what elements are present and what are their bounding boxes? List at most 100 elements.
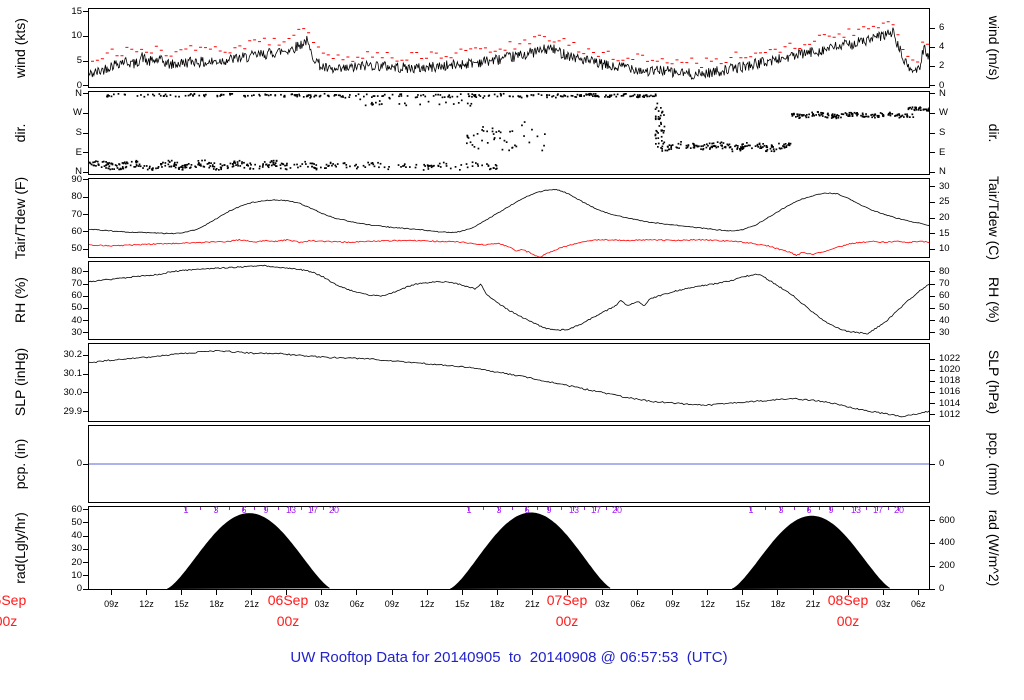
x-tick-label: 12z (419, 599, 435, 609)
x-tick-mark (251, 590, 253, 595)
tick-mark (83, 85, 88, 87)
rad-hour-tick (312, 507, 313, 511)
tick-mark (930, 171, 935, 173)
rad-hour-tick (855, 507, 856, 511)
tick-label: 0 (939, 79, 945, 91)
tick-label: S (939, 127, 946, 138)
tick-label: N (75, 87, 82, 99)
rad-hour-tick-minor (866, 507, 867, 510)
rad-hour-tick (780, 507, 781, 511)
slp-hpa-axis-title: SLP (hPa) (986, 349, 1002, 415)
rad-hour-tick-minor (322, 507, 324, 510)
tick-label: 50 (71, 302, 82, 314)
tick-label: N (939, 87, 946, 99)
tick-mark (930, 565, 935, 567)
tick-mark (930, 112, 935, 114)
rad-hour-mark-label: 6 (236, 505, 252, 515)
tick-label: 200 (939, 560, 955, 572)
tick-mark (83, 179, 88, 181)
tick-mark (930, 152, 935, 154)
tick-mark (83, 562, 88, 564)
tick-label: 0 (76, 458, 82, 469)
x-tick-label: 06z (911, 599, 926, 609)
panel-pcp (88, 425, 931, 503)
rad-hour-tick-minor (887, 507, 889, 510)
x-tick-label: 15z (735, 599, 751, 609)
tick-label: 70 (71, 208, 82, 220)
tick-mark (930, 283, 935, 285)
date-label-08sep: 08Sep (827, 592, 869, 608)
rad-bell-day2 (450, 512, 611, 590)
panel-slp (88, 343, 932, 422)
tick-mark (930, 248, 935, 250)
tick-mark (930, 369, 935, 371)
x-tick-mark (461, 590, 463, 595)
tick-mark (83, 295, 88, 297)
rad-hour-tick (830, 507, 831, 511)
rad-hour-tick-minor (301, 507, 302, 510)
x-tick-label: 09z (104, 599, 119, 609)
x-tick-mark (637, 590, 639, 595)
tick-mark (930, 520, 935, 522)
tick-mark (930, 85, 935, 87)
tick-mark (83, 214, 88, 216)
tair-c-axis-title: Tair/Tdew (C) (986, 175, 1002, 261)
tick-mark (83, 320, 88, 322)
tick-mark (83, 35, 88, 37)
tick-mark (930, 186, 935, 188)
tick-mark (83, 11, 88, 13)
x-tick-label: 21z (244, 599, 259, 609)
rad-hour-mark-label: 17 (588, 505, 604, 515)
tick-mark (83, 392, 88, 394)
tick-mark (83, 271, 88, 273)
tick-label: 30.1 (63, 368, 83, 380)
tick-mark (930, 271, 935, 273)
tair-f--trace (88, 188, 932, 235)
tick-label: 80 (71, 265, 82, 277)
wind-ms-axis-title: wind (m/s) (986, 15, 1002, 81)
tick-label: 30 (939, 326, 950, 338)
dir-left-axis-title: dir. (12, 123, 28, 143)
rad-hour-tick (808, 507, 809, 511)
x-tick-label: 21z (805, 599, 821, 609)
tick-label: 20 (939, 212, 950, 223)
tick-mark (930, 588, 935, 590)
tick-mark (930, 542, 935, 544)
rad-hour-mark-label: 17 (870, 505, 886, 515)
rad-hour-tick-minor (584, 507, 585, 510)
x-tick-mark (286, 590, 288, 595)
x-tick-label: 15z (454, 599, 470, 609)
rad-hour-tick-minor (254, 507, 255, 510)
tick-mark (83, 509, 88, 511)
x-tick-mark (426, 590, 428, 595)
x-tick-mark (145, 590, 147, 595)
rad-hour-mark-label: 13 (848, 505, 864, 515)
rad-hour-tick-minor (765, 507, 766, 510)
rad-hour-tick-minor (819, 507, 820, 510)
tick-mark (83, 307, 88, 309)
rad-hour-mark-label: 13 (283, 505, 299, 515)
tick-mark (930, 307, 935, 309)
tick-label: 1022 (939, 353, 961, 365)
rad-hour-tick (215, 507, 216, 511)
tick-label: E (75, 146, 82, 158)
tick-mark (930, 46, 935, 48)
tick-mark (930, 65, 935, 67)
tick-label: 80 (939, 265, 950, 277)
slp-inhg--trace (88, 350, 932, 418)
rad-bell-day3 (731, 515, 890, 590)
tick-mark (930, 358, 935, 360)
tick-mark (930, 391, 935, 393)
slp-plot-svg (88, 350, 932, 418)
tick-label: 1014 (939, 397, 961, 409)
tick-label: 10 (71, 569, 82, 581)
tick-label: 10 (939, 243, 950, 255)
x-tick-mark (812, 590, 814, 595)
tick-label: 1012 (939, 408, 961, 420)
tick-label: 400 (939, 537, 955, 549)
tick-mark (83, 283, 88, 285)
tick-label: 0 (76, 79, 82, 91)
x-tick-mark (672, 590, 674, 595)
rad-hour-tick-minor (483, 507, 484, 510)
rad-hour-mark-label: 3 (491, 505, 507, 515)
